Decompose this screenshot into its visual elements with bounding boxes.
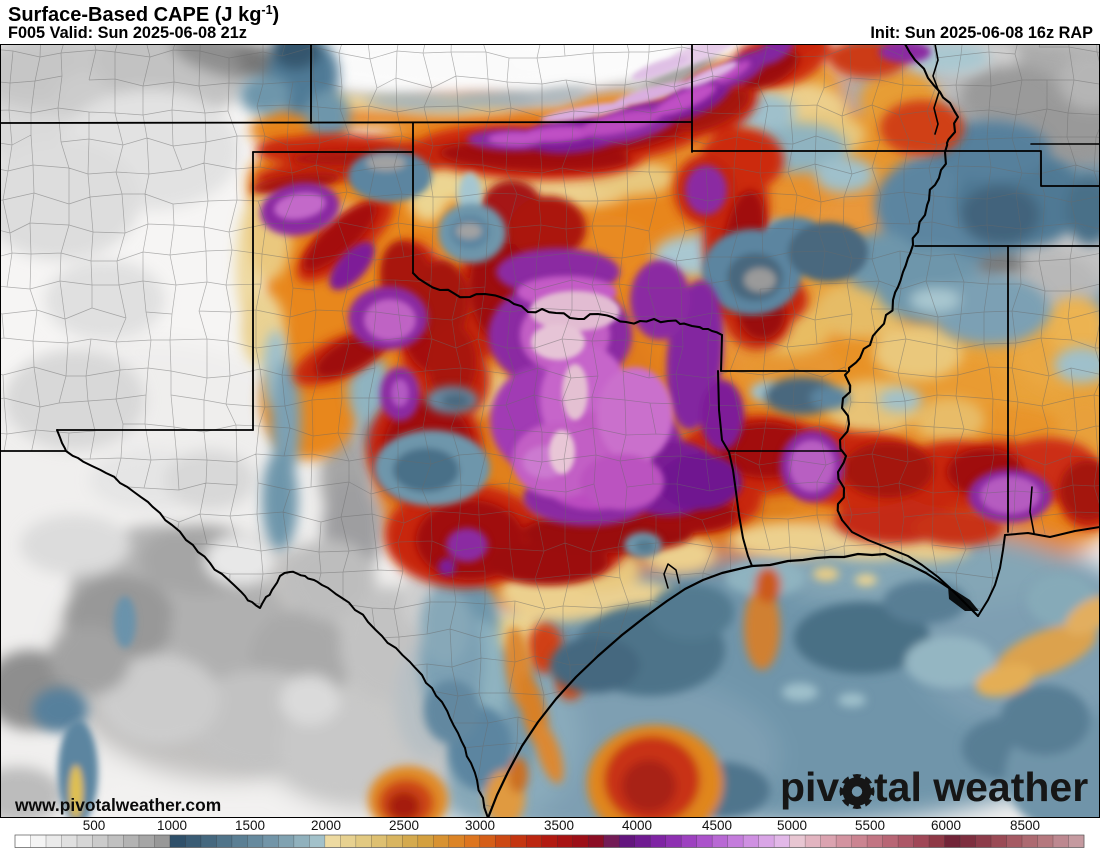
svg-text:8500: 8500 <box>1010 818 1040 833</box>
svg-text:4000: 4000 <box>622 818 652 833</box>
svg-text:6000: 6000 <box>931 818 961 833</box>
svg-text:piv: piv <box>780 764 839 810</box>
svg-text:2000: 2000 <box>311 818 341 833</box>
svg-text:500: 500 <box>83 818 106 833</box>
svg-text:4500: 4500 <box>702 818 732 833</box>
svg-text:1000: 1000 <box>157 818 187 833</box>
svg-text:F005 Valid: Sun 2025-06-08 21z: F005 Valid: Sun 2025-06-08 21z <box>8 24 247 42</box>
svg-text:Init: Sun 2025-06-08 16z RAP: Init: Sun 2025-06-08 16z RAP <box>870 24 1093 42</box>
svg-text:2500: 2500 <box>389 818 419 833</box>
svg-text:tal weather: tal weather <box>874 764 1088 810</box>
svg-text:www.pivotalweather.com: www.pivotalweather.com <box>14 795 221 815</box>
svg-text:3500: 3500 <box>544 818 574 833</box>
svg-text:5000: 5000 <box>777 818 807 833</box>
svg-text:1500: 1500 <box>235 818 265 833</box>
svg-text:Surface-Based CAPE (J kg-1): Surface-Based CAPE (J kg-1) <box>8 3 279 26</box>
svg-text:5500: 5500 <box>855 818 885 833</box>
svg-text:3000: 3000 <box>465 818 495 833</box>
